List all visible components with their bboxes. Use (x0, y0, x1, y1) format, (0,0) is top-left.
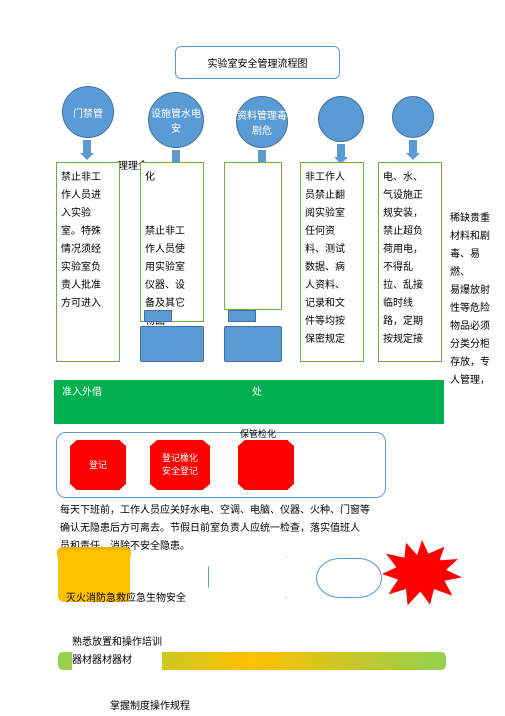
arrow-4 (337, 144, 345, 158)
footer-text: 掌握制度操作规程 (110, 698, 190, 716)
column-5: 电、水、 气设施正 规安装， 禁止超负 荷用电， 不得乱 拉、乱接 临时线 路，… (378, 162, 442, 362)
circle-5 (392, 96, 434, 138)
curl-1 (140, 326, 204, 362)
red-shape-2-label: 登记橡化 安全登记 (162, 452, 198, 477)
arrow-1 (83, 140, 91, 154)
title-text: 实验室安全管理流程图 (208, 59, 308, 70)
red-shape-1-label: 登记 (89, 459, 107, 472)
scroll-label: 灭火消防急救应急生物安全 (66, 590, 186, 608)
stub-1 (144, 310, 172, 322)
column-2: 化 禁止非工 作人员使 用实验室 仪器、设 备及其它 物品 (140, 162, 204, 322)
red-shape-3 (238, 440, 294, 490)
cloud-shape (316, 558, 382, 598)
arrow-5 (409, 140, 417, 154)
circle-4 (318, 96, 364, 142)
circle-1: 门禁管 (62, 86, 114, 138)
circle-1-label: 门禁管 (73, 105, 103, 120)
column-3 (224, 162, 282, 310)
column-1: 禁止非工 作人员进 入实验 室。特殊 情况须经 实验室负 责人批准 方可进入 (56, 162, 120, 362)
circle-2-label: 设施管水电安 (149, 105, 203, 135)
circle-3-label: 资料管理毒剧危 (237, 107, 287, 137)
title-box: 实验室安全管理流程图 (175, 46, 340, 79)
curl-2 (224, 326, 282, 362)
circle-2: 设施管水电安 (148, 92, 204, 148)
bottom-block-text: 熟悉放置和操作培训 器材器材器材 (72, 634, 162, 670)
circle-3: 资料管理毒剧危 (236, 96, 288, 148)
red-shape-1: 登记 (70, 440, 126, 490)
side-text-1: 稀缺贵重 材料和剧 毒、易 燃、 易爆放射 性等危险 物品必须 分类分柜 存放，… (450, 210, 500, 390)
green-bar: 准入外借 处 (54, 380, 444, 424)
stub-2 (228, 310, 256, 322)
arrow-right-shape (208, 556, 318, 598)
column-4: 非工作人 员禁止翻 阅实验室 任何资 料、测试 数据、病 人资料、 记录和文 件… (300, 162, 364, 362)
red-shape-2: 登记橡化 安全登记 (150, 440, 210, 490)
